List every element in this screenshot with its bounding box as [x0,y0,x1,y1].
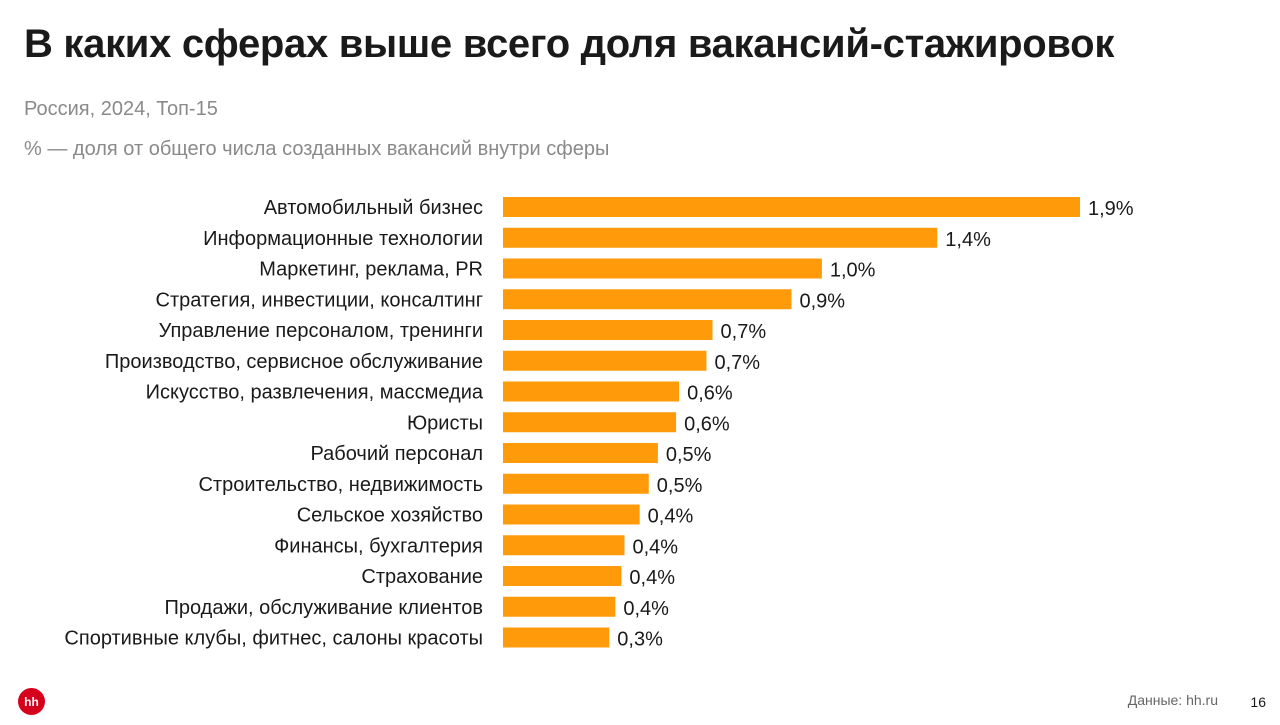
category-label: Сельское хозяйство [297,505,483,527]
data-source: Данные: hh.ru [1127,692,1218,708]
chart-note: % — доля от общего числа созданных вакан… [24,138,610,160]
category-label: Продажи, обслуживание клиентов [164,597,483,619]
value-label: 0,9% [800,290,846,312]
hh-logo: hh [18,688,45,715]
bar [503,473,649,494]
value-label: 0,4% [623,598,669,620]
category-label: Искусство, развлечения, массмедиа [146,382,484,404]
value-label: 0,7% [721,321,767,343]
value-label: 0,6% [687,383,733,405]
page-number: 16 [1250,694,1266,710]
category-label: Строительство, недвижимость [198,474,483,496]
value-label: 0,5% [657,475,703,497]
category-label: Рабочий персонал [310,443,483,465]
bar [503,227,938,248]
chart-subtitle: Россия, 2024, Топ-15 [24,98,218,120]
category-label: Автомобильный бизнес [264,197,483,219]
value-label: 0,4% [632,536,678,558]
category-label: Спортивные клубы, фитнес, салоны красоты [64,628,483,650]
category-label: Маркетинг, реклама, PR [259,259,483,281]
bar [503,197,1080,217]
value-label: 0,7% [714,352,760,374]
bar [503,350,707,371]
category-label: Информационные технологии [203,228,483,250]
category-label: Страхование [361,566,483,588]
bar [503,289,792,310]
bar [503,596,616,617]
bar-chart: Автомобильный бизнес 1,9% Информационные т… [64,197,1134,651]
category-label: Юристы [407,412,483,434]
bar [503,535,625,556]
bar [503,258,822,279]
value-label: 0,5% [666,444,712,466]
category-label: Стратегия, инвестиции, консалтинг [156,289,483,311]
value-label: 1,0% [830,260,876,282]
category-label: Управление персоналом, тренинги [159,320,483,342]
value-label: 1,9% [1088,198,1134,220]
value-label: 0,4% [648,506,694,528]
bar [503,381,680,402]
bar [503,504,640,525]
bar [503,443,658,463]
value-label: 0,3% [617,629,663,651]
category-label: Финансы, бухгалтерия [274,535,483,557]
bar [503,566,622,586]
value-label: 0,4% [629,567,675,589]
category-label: Производство, сервисное обслуживание [105,351,483,373]
bar [503,627,610,648]
bar [503,412,677,433]
value-label: 0,6% [684,413,730,435]
bar [503,320,713,340]
chart-title: В каких сферах выше всего доля вакансий-… [24,22,1115,66]
value-label: 1,4% [945,229,991,251]
